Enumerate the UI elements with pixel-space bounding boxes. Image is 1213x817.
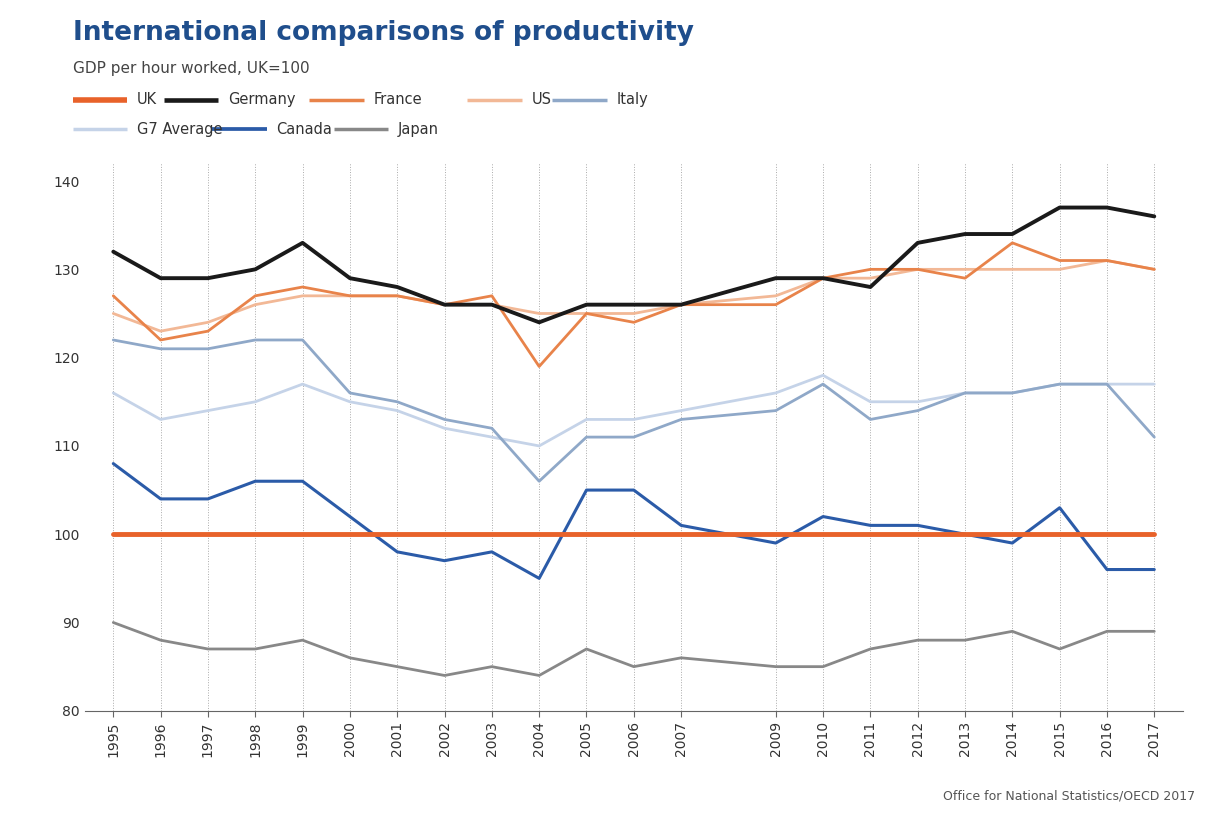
- Text: France: France: [374, 92, 422, 107]
- Text: Italy: Italy: [616, 92, 648, 107]
- Text: GDP per hour worked, UK=100: GDP per hour worked, UK=100: [73, 61, 309, 76]
- Text: UK: UK: [137, 92, 158, 107]
- Text: US: US: [531, 92, 551, 107]
- Text: Office for National Statistics/OECD 2017: Office for National Statistics/OECD 2017: [943, 789, 1195, 802]
- Text: Canada: Canada: [277, 122, 332, 136]
- Text: Germany: Germany: [228, 92, 296, 107]
- Text: Japan: Japan: [398, 122, 439, 136]
- Text: G7 Average: G7 Average: [137, 122, 222, 136]
- Text: International comparisons of productivity: International comparisons of productivit…: [73, 20, 694, 47]
